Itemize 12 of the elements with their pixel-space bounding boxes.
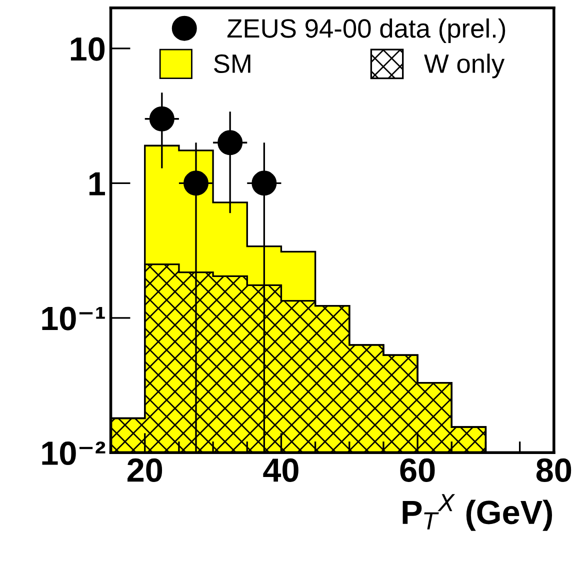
x-axis-title: P$_{T}$$^{X}$ (GeV) bbox=[402, 494, 552, 531]
y-tick-label: 10 bbox=[70, 37, 105, 61]
legend-label: W only bbox=[424, 54, 505, 78]
y-tick-label: 1 bbox=[89, 172, 105, 196]
x-tick-label: 60 bbox=[400, 458, 435, 482]
x-tick-label: 40 bbox=[263, 458, 298, 482]
legend-label: ZEUS 94-00 data (prel.) bbox=[227, 18, 506, 44]
x-tick-label: 80 bbox=[536, 458, 572, 482]
x-tick-label: 20 bbox=[127, 458, 162, 482]
y-tick-label: 10⁻² bbox=[42, 441, 106, 466]
y-tick-label: 10⁻¹ bbox=[42, 306, 105, 330]
legend-label: SM bbox=[214, 54, 250, 74]
